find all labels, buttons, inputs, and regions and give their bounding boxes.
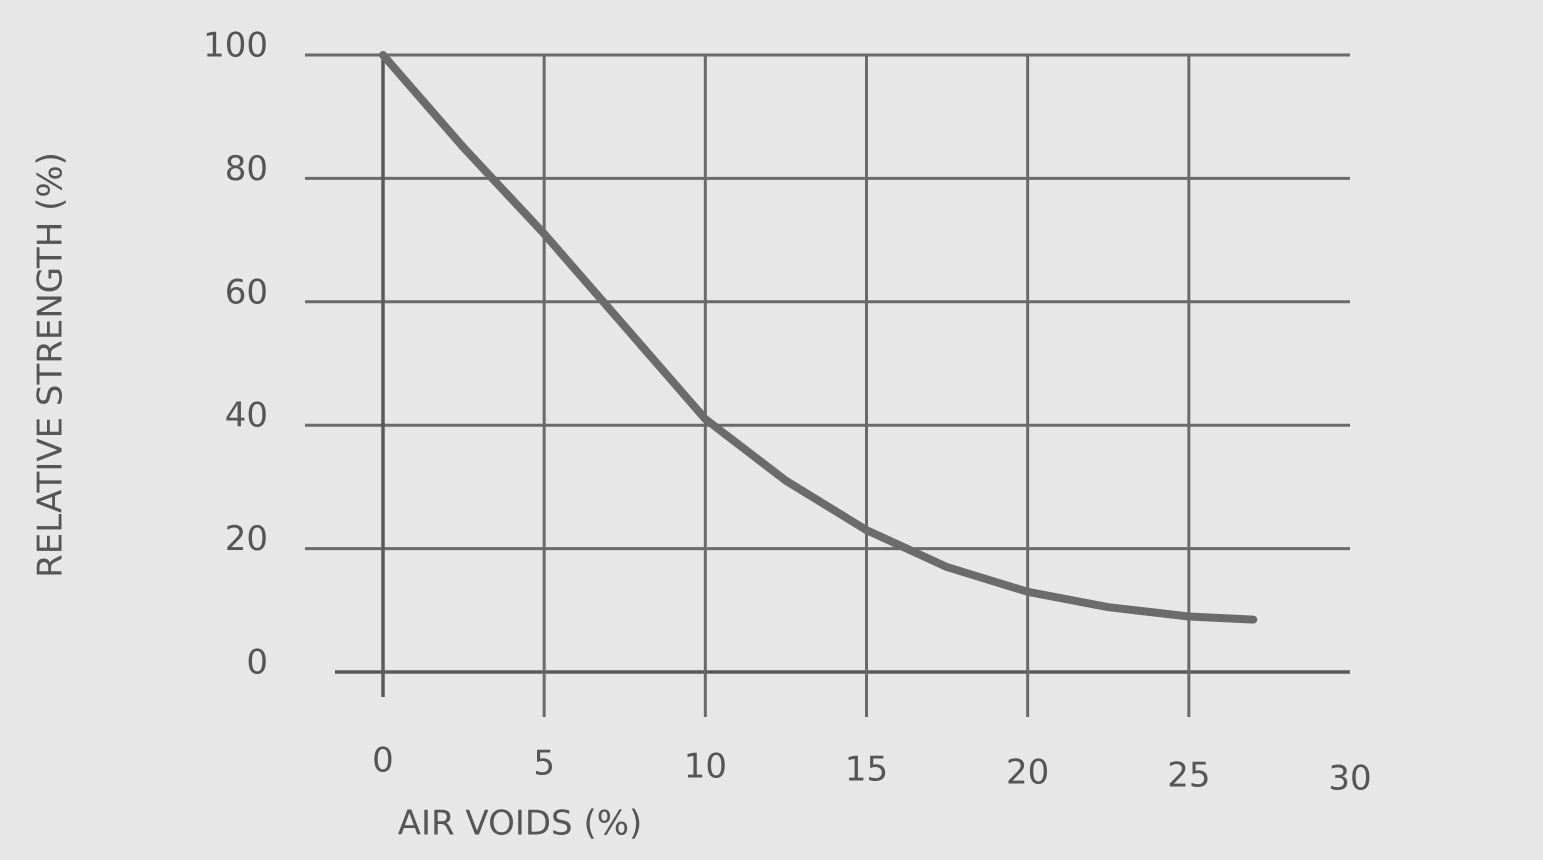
page: {"chart_data": {"type": "line", "xlabel"… (0, 0, 1543, 860)
x-tick-label: 30 (1328, 759, 1371, 799)
y-axis-label: RELATIVE STRENGTH (%) (31, 152, 71, 578)
y-tick-label: 80 (225, 149, 268, 189)
y-tick-label: 20 (225, 519, 268, 559)
y-tick-label: 0 (246, 643, 268, 683)
x-tick-label: 20 (1006, 753, 1049, 793)
y-tick-label: 100 (203, 26, 268, 66)
x-axis-label: AIR VOIDS (%) (398, 804, 643, 844)
chart: AIR VOIDS (%) RELATIVE STRENGTH (%) 0 20 4… (0, 0, 1543, 860)
x-tick-label: 5 (533, 744, 555, 784)
x-tick-label: 15 (845, 750, 888, 790)
y-tick-label: 60 (225, 272, 268, 312)
x-tick-label: 0 (372, 741, 394, 781)
y-tick-label: 40 (225, 396, 268, 436)
x-tick-label: 25 (1167, 756, 1210, 796)
x-tick-label: 10 (684, 747, 727, 787)
